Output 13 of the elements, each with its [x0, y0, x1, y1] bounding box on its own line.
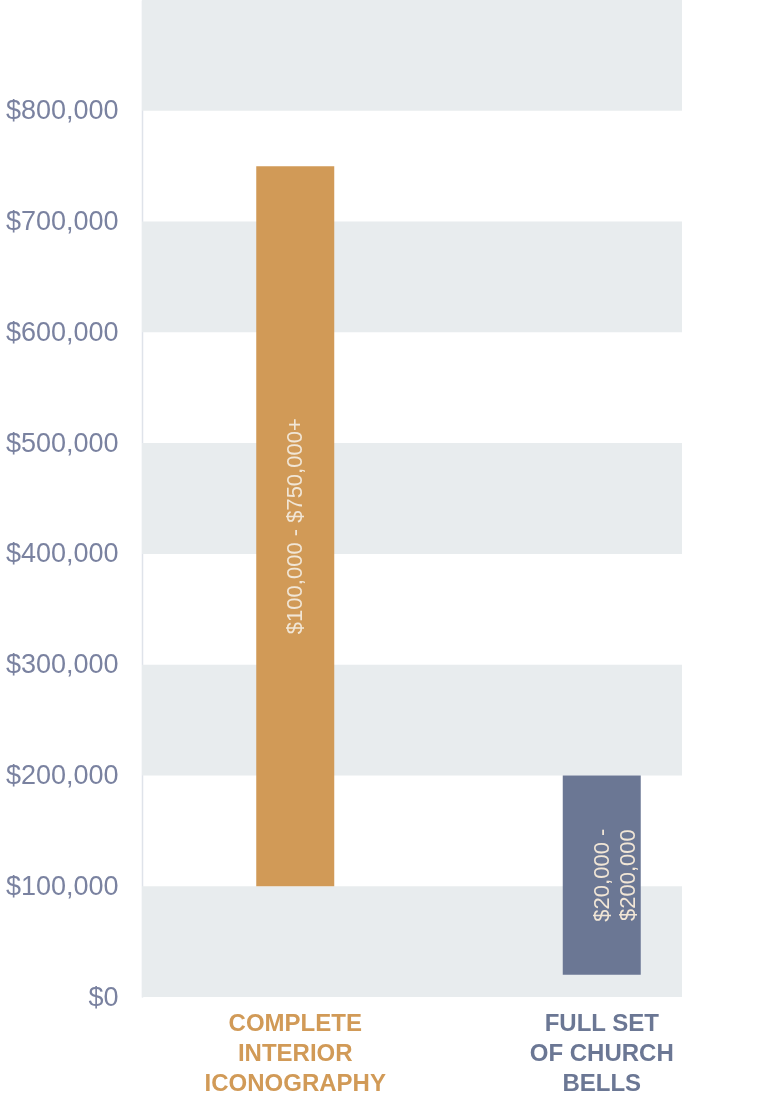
- y-tick-label: $200,000: [5, 759, 119, 790]
- y-tick-label: $500,000: [5, 427, 119, 458]
- annotation: $100,000 - $750,000+: [282, 418, 308, 635]
- y-tick-label: $700,000: [5, 206, 119, 237]
- y-tick-label: $100,000: [5, 870, 119, 901]
- x-tick-label: FULL SET OF CHURCH BELLS: [529, 1008, 674, 1096]
- y-tick-label: $600,000: [5, 316, 119, 347]
- y-tick-label: $0: [88, 981, 119, 1012]
- y-tick-label: $800,000: [5, 95, 119, 126]
- y-tick-label: $300,000: [5, 649, 119, 680]
- x-tick-label: COMPLETE INTERIOR ICONOGRAPHY: [204, 1008, 386, 1096]
- y-tick-label: $400,000: [5, 538, 119, 569]
- annotation: $20,000 - $200,000: [588, 828, 640, 922]
